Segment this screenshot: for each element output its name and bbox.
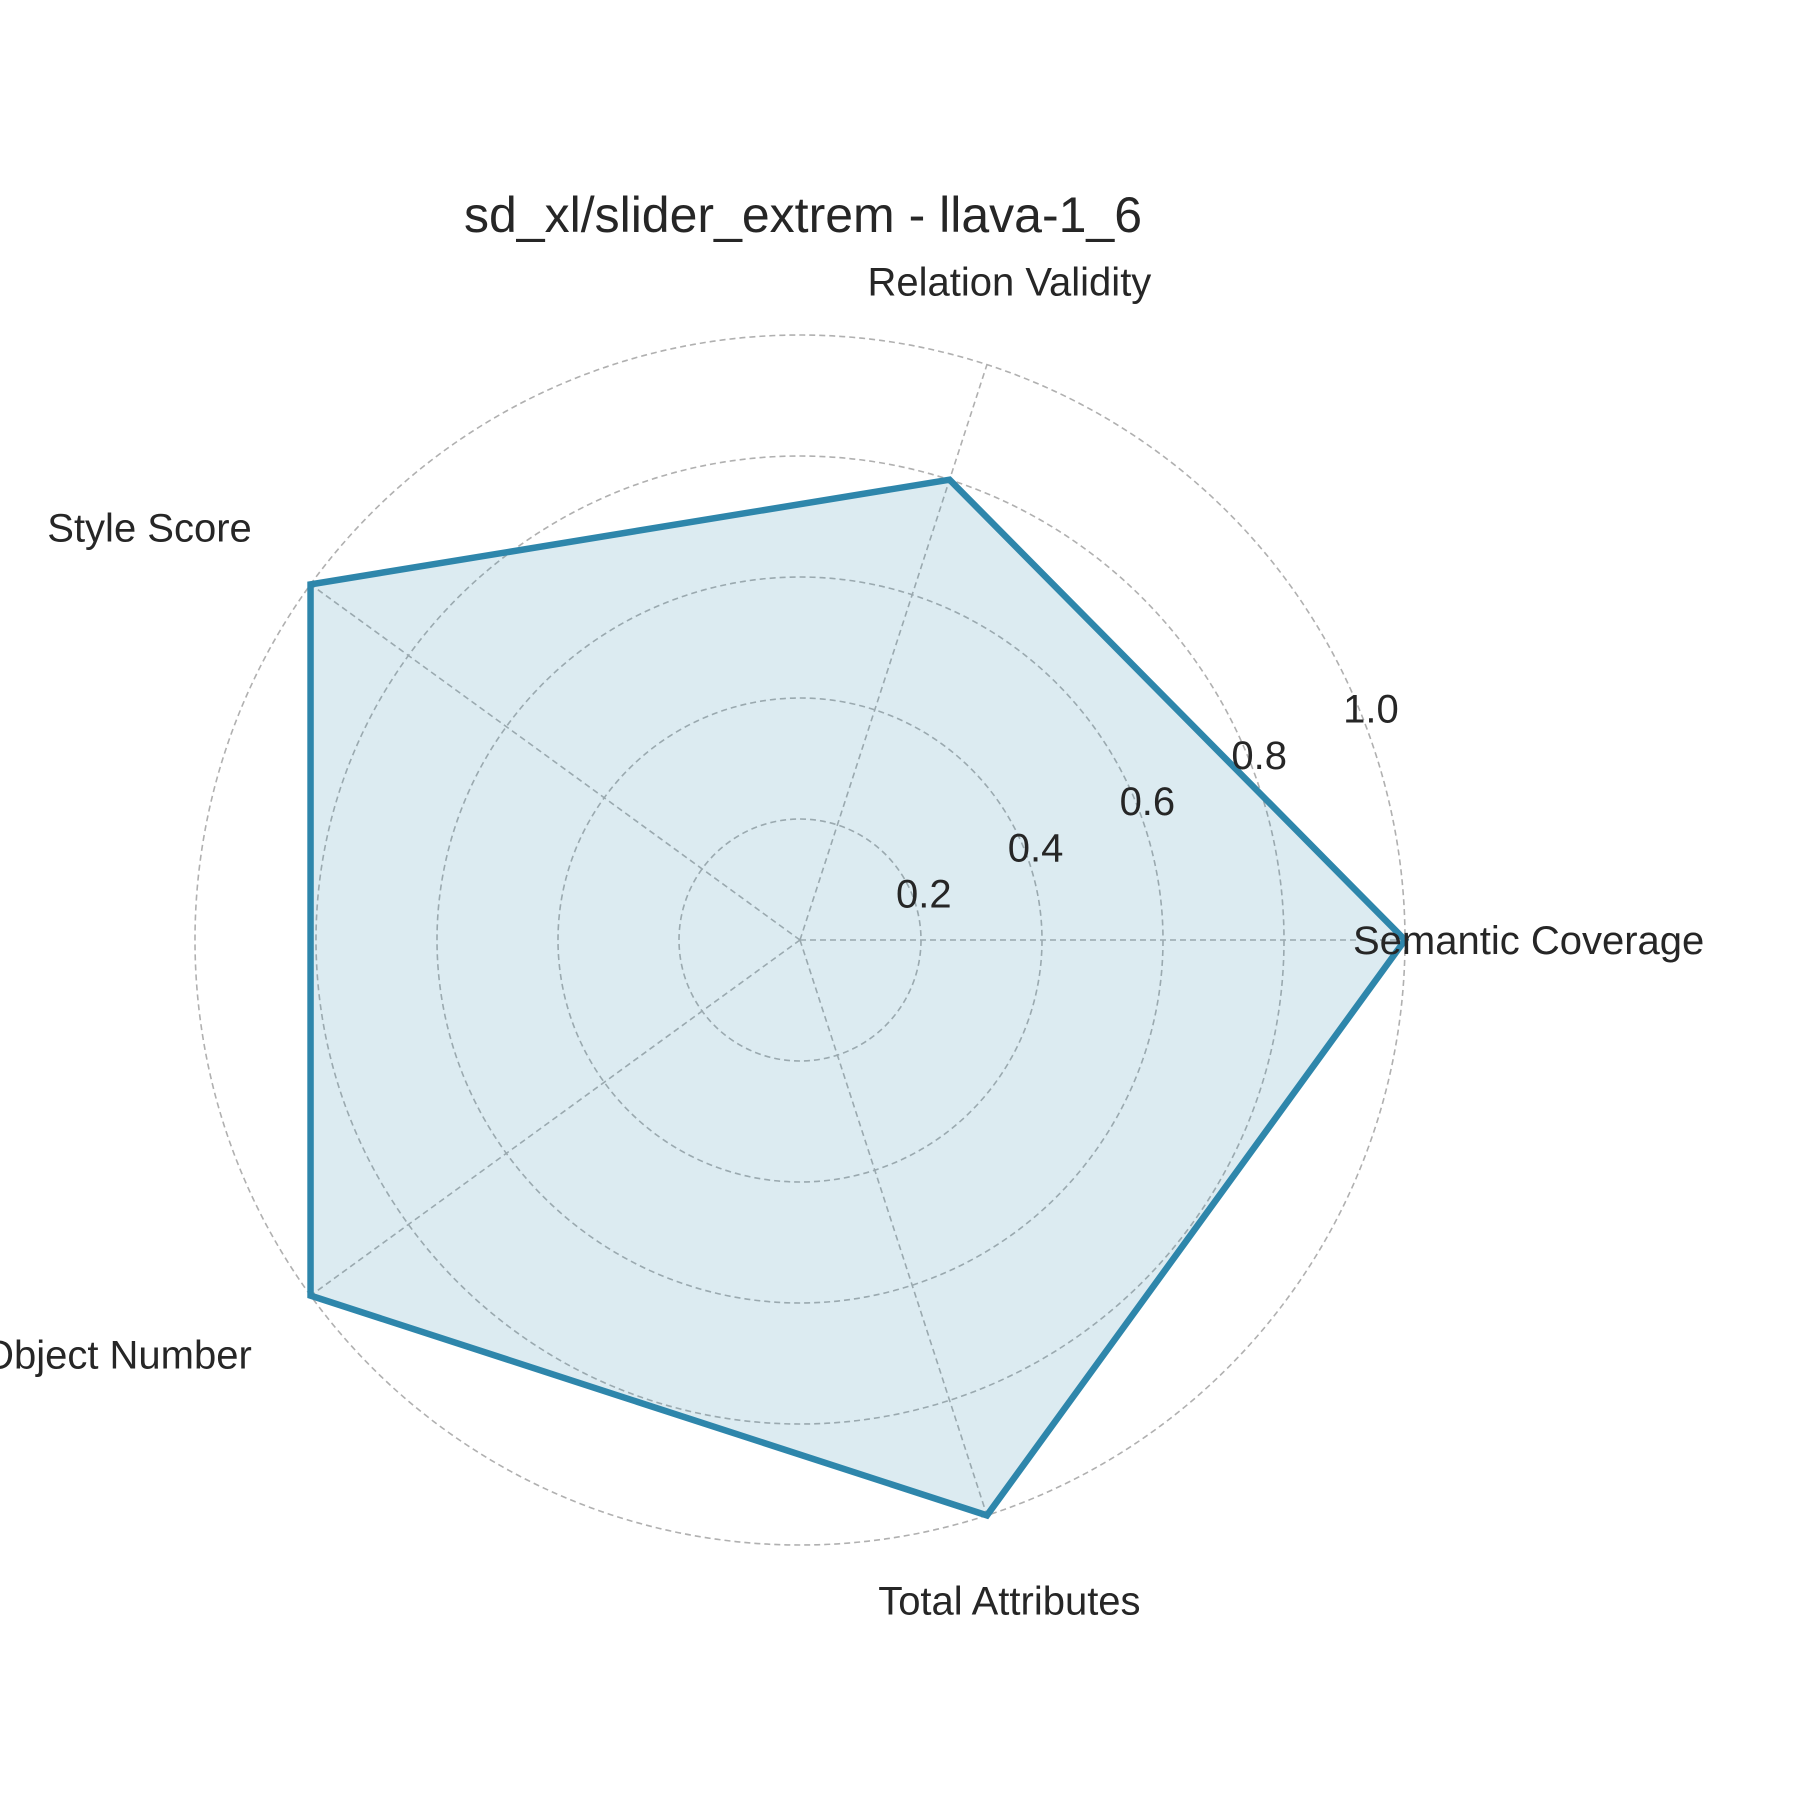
grid-spoke-2: [310, 583, 801, 941]
r-tick-label: 0.4: [1008, 826, 1064, 870]
axis-label-relation-validity: Relation Validity: [867, 261, 1151, 305]
grid-spoke-1: [799, 364, 988, 941]
r-tick-label: 0.6: [1120, 780, 1176, 824]
r-tick-label: 0.2: [896, 873, 952, 917]
radial-ticks: 0.2 0.4 0.6 0.8 1.0: [896, 687, 1399, 916]
axis-labels: Semantic Coverage Relation Validity Style …: [0, 261, 1704, 1624]
axis-label-total-attributes: Total Attributes: [878, 1579, 1140, 1623]
series-line-0: [307, 476, 1410, 1520]
data-layer: [307, 476, 1410, 1520]
axis-label-semantic-coverage: Semantic Coverage: [1353, 919, 1704, 963]
chart-title: sd_xl/slider_extrem - llava-1_6: [464, 187, 1142, 243]
axis-label-object-number: Object Number: [0, 1333, 252, 1377]
r-tick-label: 0.8: [1231, 734, 1287, 778]
grid-spoke-4: [799, 939, 988, 1516]
r-tick-label: 1.0: [1343, 687, 1399, 731]
axis-label-style-score: Style Score: [47, 507, 252, 551]
series-area-0: [310, 479, 1406, 1516]
grid: [194, 334, 1406, 1546]
grid-spoke-3: [310, 939, 801, 1297]
